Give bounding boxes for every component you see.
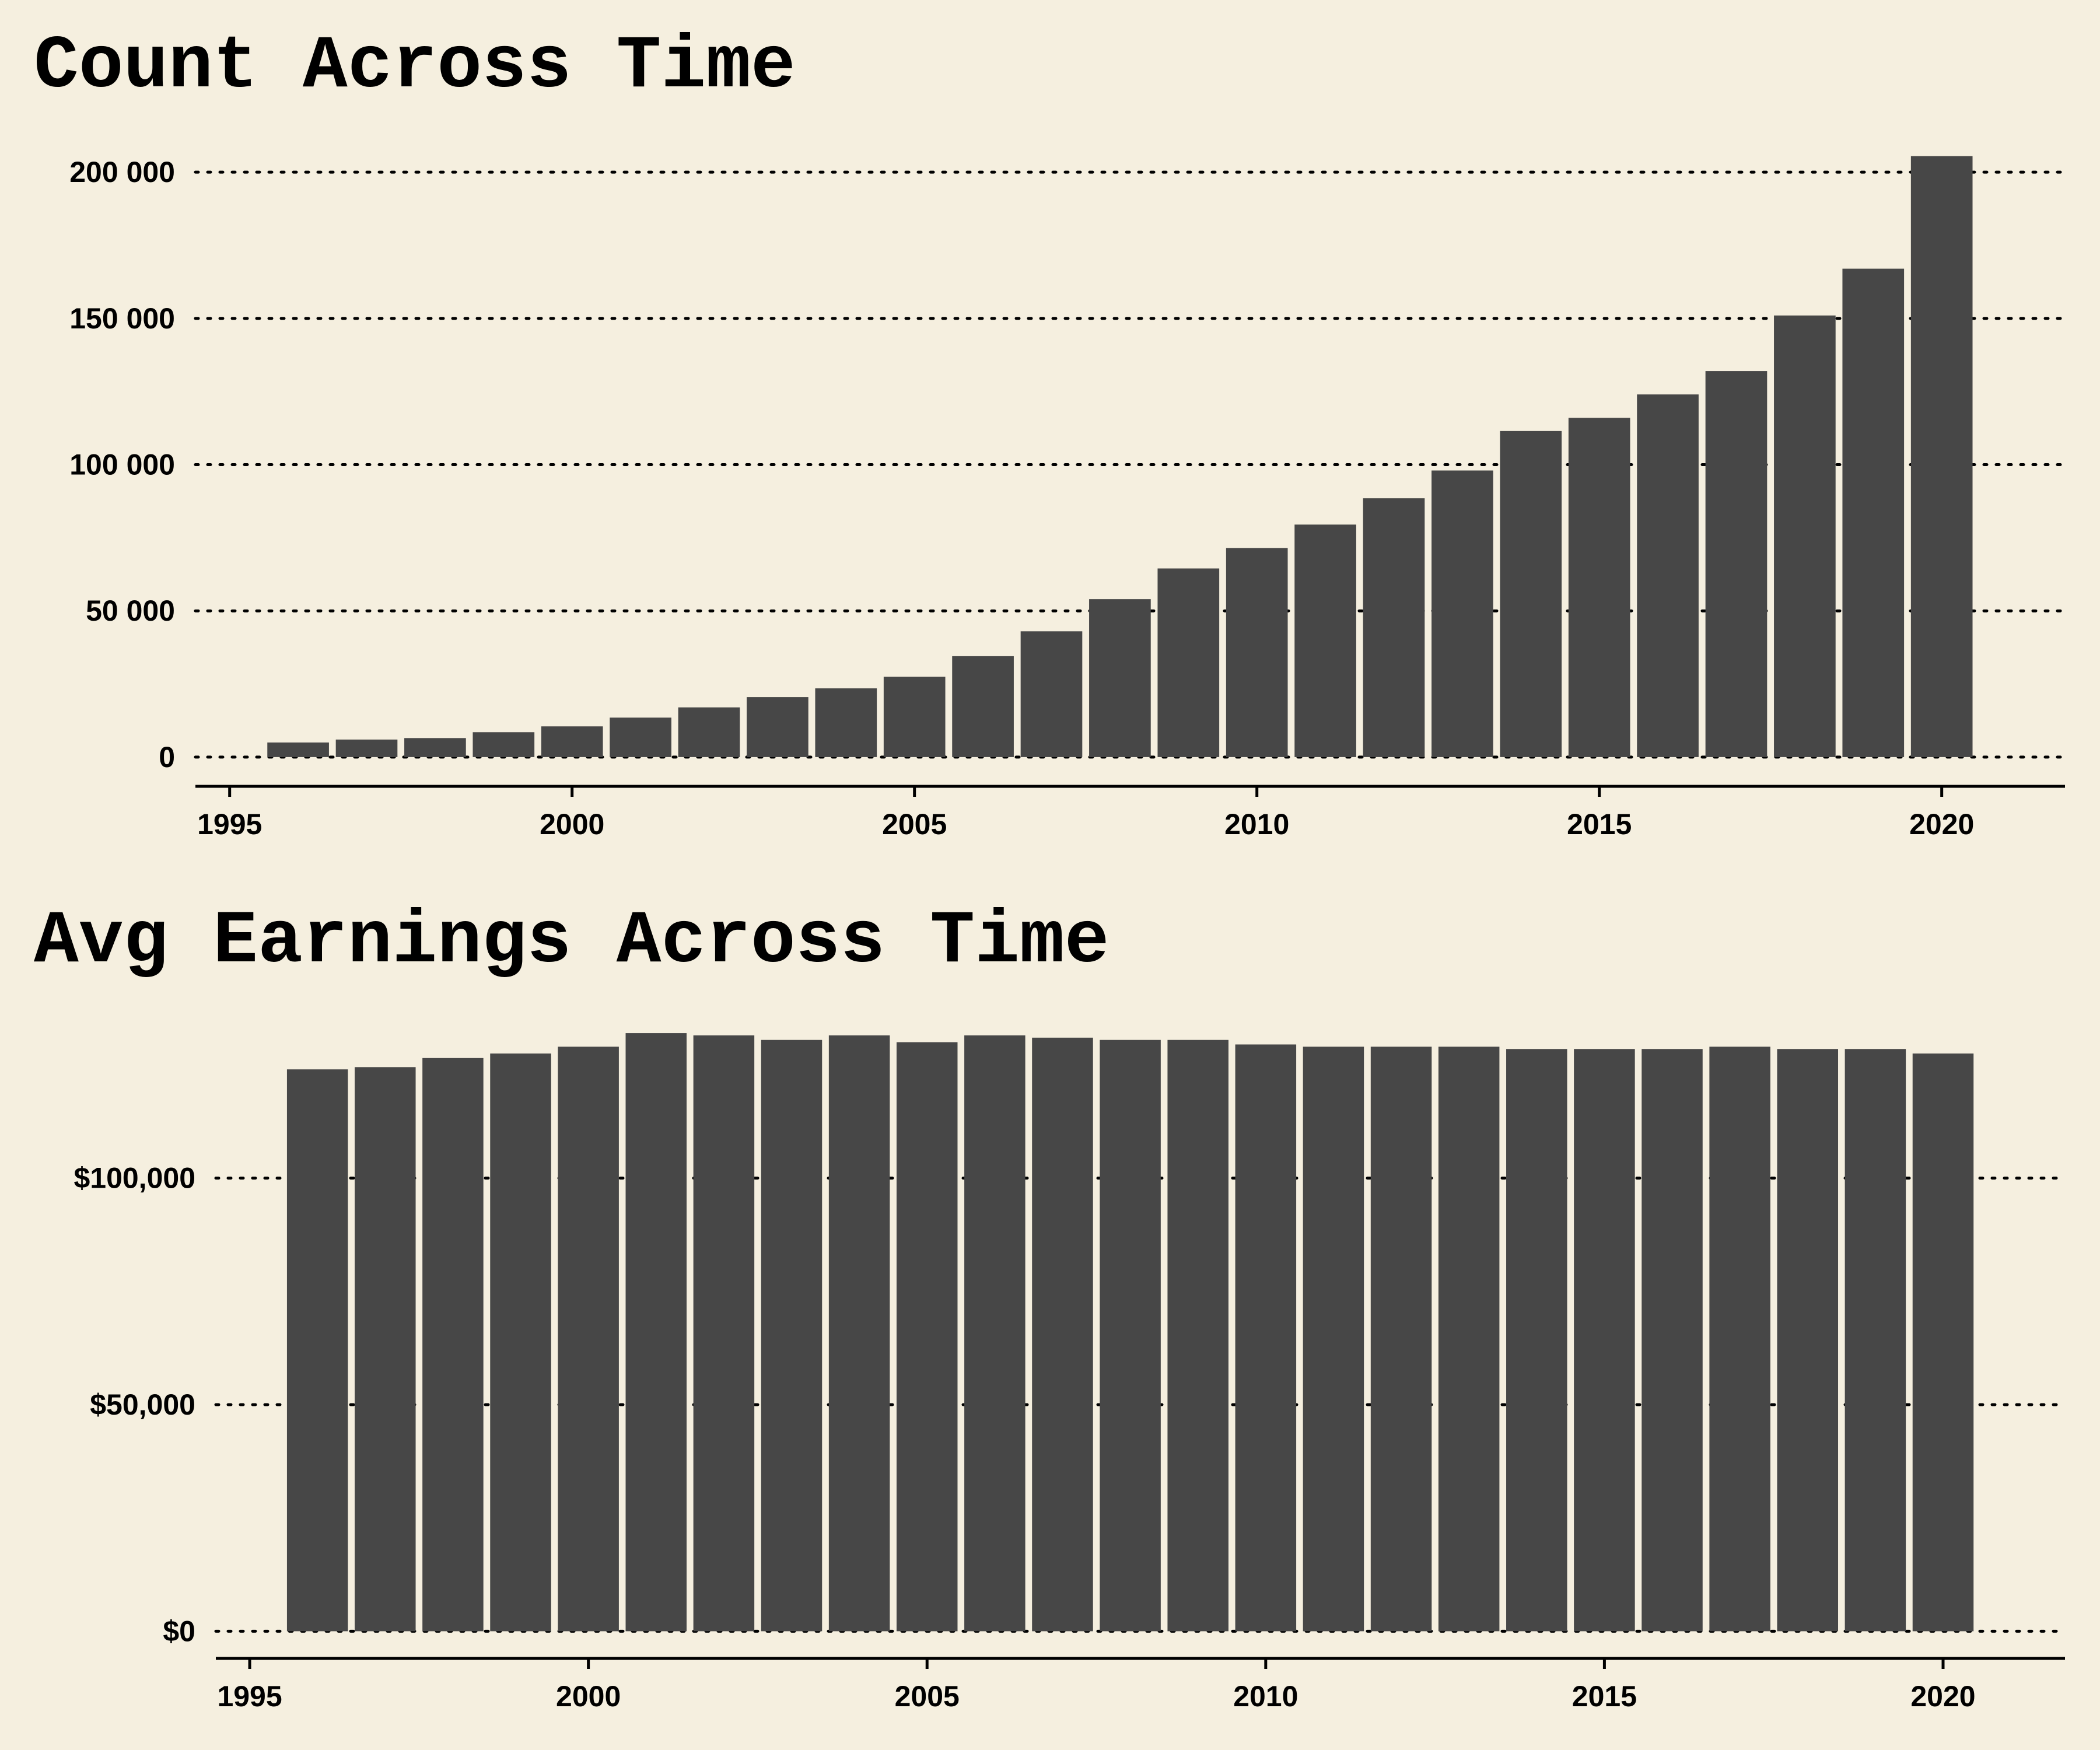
bar xyxy=(490,1054,551,1632)
bar xyxy=(1235,1044,1297,1632)
bar xyxy=(828,1035,890,1632)
bar xyxy=(1568,418,1630,757)
bar xyxy=(286,1069,348,1632)
bar xyxy=(610,718,671,757)
bar xyxy=(1226,548,1288,757)
bar xyxy=(1637,394,1699,757)
bar xyxy=(815,688,877,757)
x-tick-label: 2020 xyxy=(1910,1680,1975,1713)
bar xyxy=(473,732,535,757)
x-tick-label: 1995 xyxy=(197,808,262,841)
bar xyxy=(541,726,603,757)
x-tick-label: 2020 xyxy=(1909,808,1974,841)
x-tick-label: 2015 xyxy=(1567,808,1632,841)
count-panel: Count Across Time 0 50 000 100 000 150 000 2… xyxy=(34,24,2067,841)
bar xyxy=(335,739,398,757)
bar xyxy=(678,707,740,757)
bar xyxy=(1642,1049,1703,1632)
bar xyxy=(1709,1046,1770,1632)
bar xyxy=(1363,498,1425,757)
y-tick-label: 150 000 xyxy=(69,302,175,335)
bar xyxy=(1910,156,1973,757)
bar xyxy=(1506,1049,1567,1632)
bar xyxy=(883,676,946,757)
count-chart-title: Count Across Time xyxy=(34,24,796,109)
bar xyxy=(1370,1046,1432,1632)
bar xyxy=(1020,631,1083,757)
bar xyxy=(1912,1054,1974,1632)
bar xyxy=(693,1035,755,1632)
earnings-panel: Avg Earnings Across Time $0 $50,000 $100,0… xyxy=(34,900,2067,1713)
bar xyxy=(1777,1049,1839,1632)
bar xyxy=(1500,430,1562,757)
bar xyxy=(625,1033,687,1632)
x-tick-label: 2005 xyxy=(882,808,947,841)
bar xyxy=(1774,315,1836,757)
y-tick-label: 100 000 xyxy=(69,449,175,481)
bar xyxy=(964,1035,1026,1632)
bar xyxy=(1705,371,1768,757)
bar xyxy=(267,742,329,757)
x-tick-label: 2000 xyxy=(540,808,604,841)
x-tick-label: 2010 xyxy=(1233,1680,1298,1713)
y-tick-label: 0 xyxy=(159,741,175,774)
x-tick-label: 2005 xyxy=(895,1680,960,1713)
bar xyxy=(761,1040,822,1632)
bar xyxy=(1089,599,1151,757)
bar xyxy=(355,1067,416,1632)
bar xyxy=(1100,1040,1161,1632)
bar xyxy=(747,697,808,757)
bar xyxy=(1842,268,1905,757)
bar xyxy=(404,738,466,757)
bar xyxy=(1303,1046,1364,1632)
bar xyxy=(1432,470,1493,757)
bar xyxy=(1032,1037,1093,1632)
y-tick-label: $100,000 xyxy=(74,1162,195,1195)
y-tick-label: 200 000 xyxy=(69,156,175,188)
x-tick-label: 2010 xyxy=(1224,808,1289,841)
earnings-chart-title: Avg Earnings Across Time xyxy=(34,900,1110,984)
bar xyxy=(1167,1040,1228,1632)
x-tick-label: 2000 xyxy=(556,1680,621,1713)
bar xyxy=(1157,568,1220,757)
bar xyxy=(422,1058,484,1632)
bar xyxy=(896,1042,958,1632)
y-tick-label: 50 000 xyxy=(86,594,175,627)
bar xyxy=(1845,1049,1906,1632)
y-tick-label: $50,000 xyxy=(90,1388,195,1421)
x-tick-label: 2015 xyxy=(1572,1680,1637,1713)
bar xyxy=(558,1046,619,1632)
y-tick-label: $0 xyxy=(163,1615,195,1647)
bar xyxy=(1574,1049,1635,1632)
bar xyxy=(1438,1046,1500,1632)
bar xyxy=(952,656,1014,757)
bar xyxy=(1294,524,1356,757)
x-tick-label: 1995 xyxy=(217,1680,282,1713)
